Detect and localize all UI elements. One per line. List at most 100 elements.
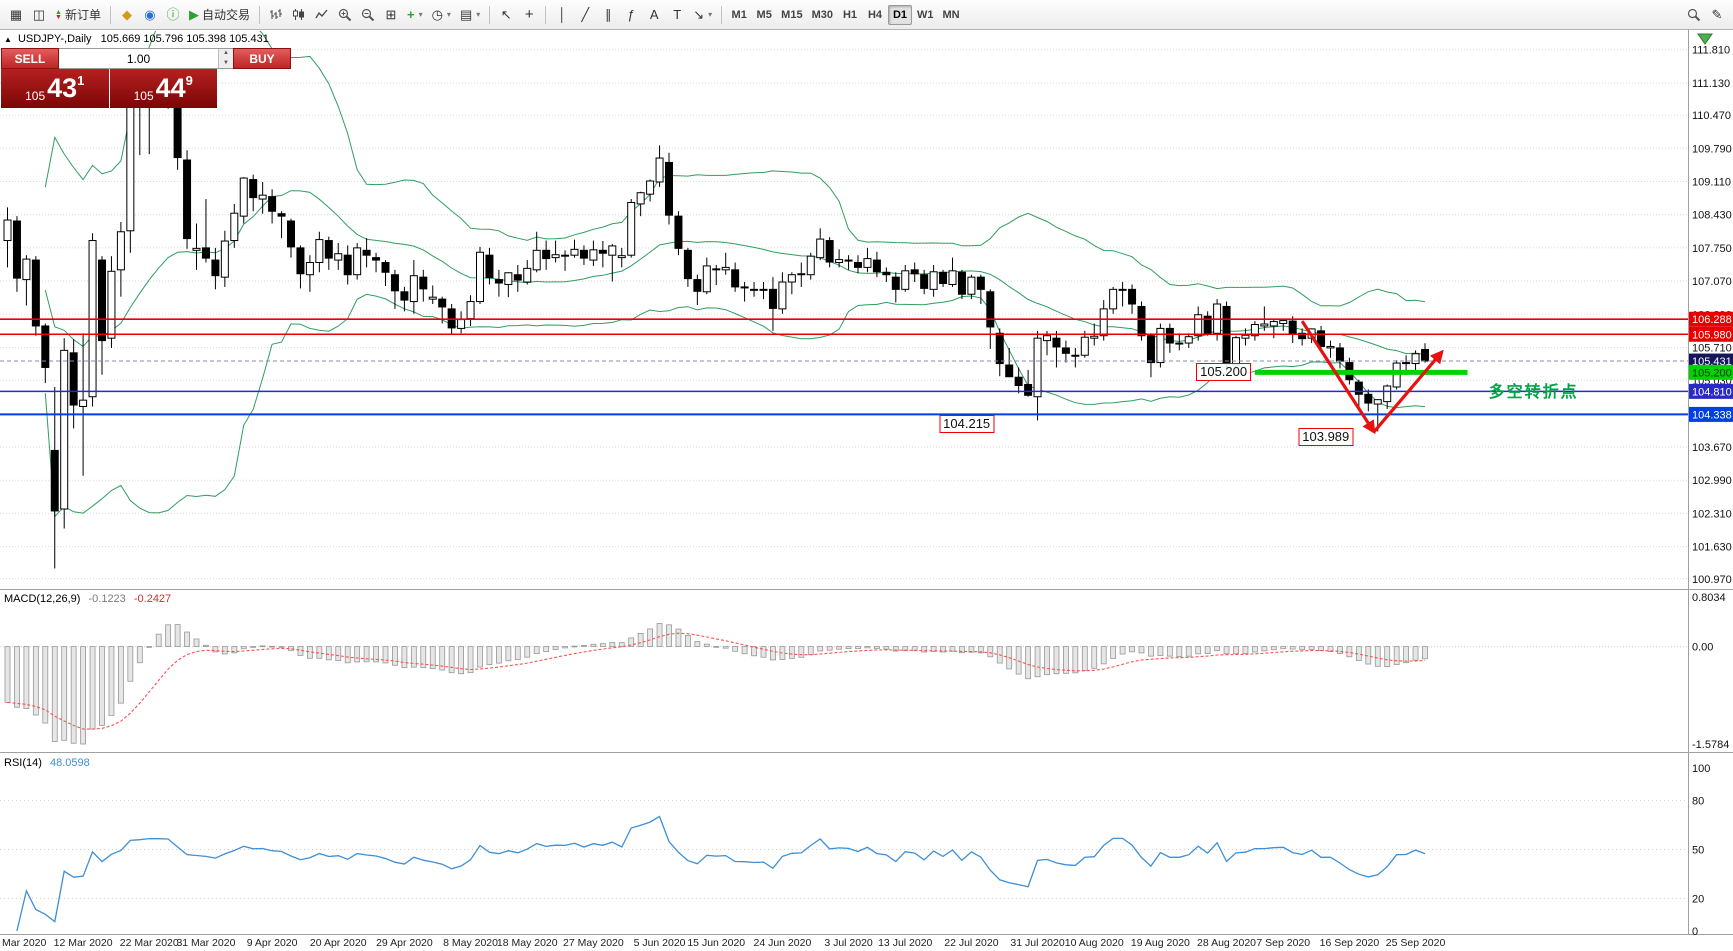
timeframe-button-M30[interactable]: M30 (808, 5, 837, 25)
autotrading-play-icon: ▶ (188, 7, 199, 22)
new-order-label: 新订单 (64, 8, 101, 22)
tile-windows-icon: ⊞ (385, 7, 397, 22)
trend-arrow-1[interactable] (1300, 320, 1376, 435)
crosshair-button[interactable]: + (518, 4, 540, 26)
indicators-button[interactable]: + ▾ (403, 4, 427, 26)
one-click-trading-widget: SELL ▲ ▼ BUY 105 43 1 105 44 9 (1, 48, 291, 108)
autotrading-button[interactable]: ▶ 自动交易 (185, 4, 254, 26)
svg-text:110.470: 110.470 (1692, 110, 1731, 122)
zoom-in-button[interactable] (334, 4, 356, 26)
price-annotation-104.215[interactable]: 104.215 (939, 414, 995, 433)
date-label: 25 Sep 2020 (1386, 937, 1446, 949)
macd-signal-line (7, 632, 1426, 730)
sell-button[interactable]: SELL (1, 48, 59, 69)
timeframe-button-W1[interactable]: W1 (913, 5, 938, 25)
text-tool-button[interactable]: A (643, 4, 665, 26)
date-label: 7 Sep 2020 (1256, 937, 1310, 949)
periods-button[interactable]: ◷ ▾ (428, 4, 455, 26)
cursor-button[interactable]: ↖ (495, 4, 517, 26)
macd-axis[interactable]: 0.8034 0.00 -1.5784 (1692, 592, 1729, 751)
price-axis[interactable]: 111.810 111.130 110.470 109.790 109.110 108.4… (1689, 45, 1733, 586)
trendline-button[interactable]: ╱ (574, 4, 596, 26)
metaeditor-button[interactable]: ◉ (139, 4, 161, 26)
svg-text:102.310: 102.310 (1692, 508, 1732, 520)
svg-text:111.130: 111.130 (1692, 78, 1730, 90)
svg-text:0.8034: 0.8034 (1692, 592, 1726, 604)
candles (3, 54, 1429, 569)
search-button[interactable] (1683, 4, 1705, 26)
svg-text:0: 0 (1692, 926, 1698, 938)
arrows-tool-button[interactable]: ↘ ▾ (689, 4, 716, 26)
tile-windows-button[interactable]: ⊞ (380, 4, 402, 26)
timeframe-button-M15[interactable]: M15 (777, 5, 806, 25)
alerts-button[interactable]: ◆ (116, 4, 138, 26)
buy-price-prefix: 105 (133, 89, 154, 103)
fibonacci-button[interactable]: ƒ (620, 4, 642, 26)
chart-shift-marker[interactable] (1697, 33, 1713, 45)
svg-text:104.338: 104.338 (1692, 409, 1732, 421)
date-label: 31 Mar 2020 (176, 937, 235, 949)
sell-price-panel[interactable]: 105 43 1 (1, 69, 109, 108)
trend-arrow-2[interactable] (1372, 349, 1444, 433)
svg-text:103.670: 103.670 (1692, 442, 1732, 454)
svg-text:108.430: 108.430 (1692, 210, 1732, 222)
svg-text:105.200: 105.200 (1692, 367, 1732, 379)
trendline-icon: ╱ (581, 7, 590, 22)
chart-line-button[interactable] (311, 4, 333, 26)
rsi-levels (0, 800, 1688, 899)
profiles-button[interactable]: ◫ (28, 4, 50, 26)
volume-down-button[interactable]: ▼ (219, 58, 233, 68)
level-lines[interactable] (0, 318, 1688, 416)
date-label: 22 Mar 2020 (120, 937, 179, 949)
vertical-line-button[interactable]: │ (551, 4, 573, 26)
price-tag-105.980: 105.980 (1689, 326, 1733, 342)
channel-button[interactable]: ∥ (597, 4, 619, 26)
fibonacci-icon: ƒ (627, 7, 635, 22)
zoom-out-button[interactable] (357, 4, 379, 26)
autotrading-label: 自动交易 (201, 8, 250, 22)
new-order-button[interactable]: ▲ ▼ 新订单 (51, 4, 105, 26)
help-button[interactable]: ⓘ (162, 4, 184, 26)
date-label: 10 Aug 2020 (1065, 937, 1124, 949)
cursor-icon: ↖ (500, 7, 512, 22)
buy-button[interactable]: BUY (233, 48, 291, 69)
buy-price-panel[interactable]: 105 44 9 (109, 69, 217, 108)
svg-text:20: 20 (1692, 893, 1704, 905)
date-label: 3 Jul 2020 (824, 937, 873, 949)
volume-input[interactable] (59, 49, 218, 68)
svg-text:109.790: 109.790 (1692, 143, 1732, 155)
timeframe-button-D1[interactable]: D1 (887, 4, 912, 25)
templates-button[interactable]: ▤ ▾ (456, 4, 484, 26)
rsi-axis[interactable]: 100 80 50 20 0 (1692, 763, 1710, 938)
timeframe-button-M1[interactable]: M1 (727, 5, 751, 25)
chart-bars-button[interactable] (265, 4, 287, 26)
chevron-down-icon: ▾ (446, 10, 451, 19)
timeframe-button-M5[interactable]: M5 (752, 5, 776, 25)
buy-price-point: 9 (185, 73, 193, 88)
turning-point-label[interactable]: 多空转折点 (1488, 383, 1579, 401)
new-chart-icon: ▦ (9, 7, 23, 22)
new-chart-button[interactable]: ▦ (5, 4, 27, 26)
macd-name: MACD(12,26,9) (4, 593, 81, 605)
macd-histogram (4, 623, 1428, 745)
svg-text:50: 50 (1692, 845, 1704, 857)
macd-signal-value: -0.2427 (133, 593, 172, 605)
price-annotation-103.989[interactable]: 103.989 (1298, 427, 1354, 446)
label-tool-button[interactable]: T (666, 4, 688, 26)
line-chart-icon (315, 9, 328, 19)
chart-candles-button[interactable] (288, 4, 310, 26)
compose-button[interactable]: ✎ (1706, 4, 1728, 26)
zoom-out-icon (361, 8, 375, 21)
date-label: 16 Sep 2020 (1320, 937, 1380, 949)
volume-up-button[interactable]: ▲ (219, 49, 233, 59)
svg-text:107.070: 107.070 (1692, 276, 1732, 288)
timeframe-button-H4[interactable]: H4 (863, 5, 887, 25)
date-label: 13 Jul 2020 (878, 937, 932, 949)
svg-text:109.110: 109.110 (1692, 176, 1731, 188)
timeframe-button-MN[interactable]: MN (938, 5, 963, 25)
timeframe-button-H1[interactable]: H1 (838, 5, 862, 25)
price-annotation-105.200[interactable]: 105.200 (1196, 363, 1252, 382)
rsi-name: RSI(14) (4, 757, 42, 769)
